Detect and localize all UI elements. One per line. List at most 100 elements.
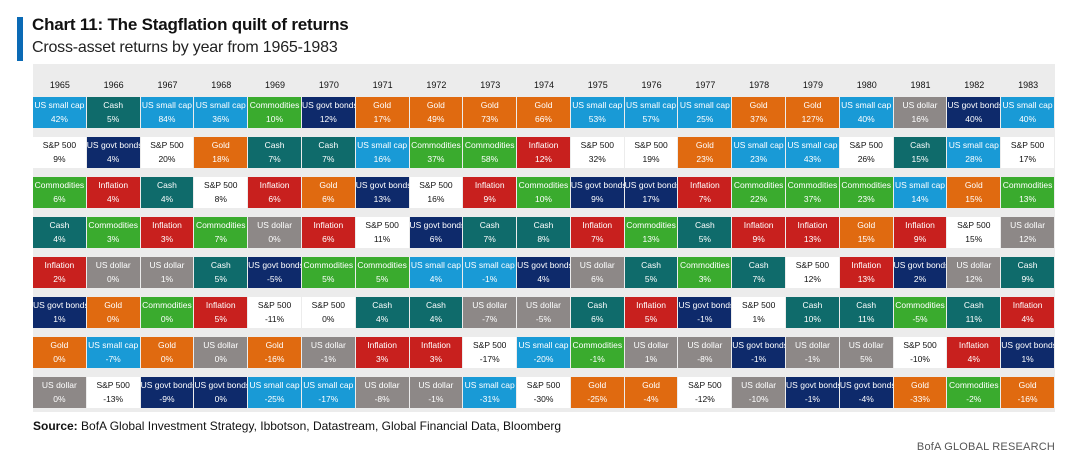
quilt-cell: S&P 500 20%: [140, 136, 194, 168]
quilt-cell: Inflation 12%: [517, 136, 570, 168]
cell-asset-label: Inflation: [797, 220, 828, 230]
cell-return-value: -17%: [479, 354, 500, 364]
cell-return-value: 73%: [481, 114, 499, 124]
cell-return-value: 40%: [857, 114, 875, 124]
quilt-cell: S&P 500 19%: [624, 136, 678, 168]
quilt-cell: US small cap -25%: [248, 376, 301, 408]
cell-asset-label: US dollar: [203, 340, 239, 350]
year-label: 1967: [157, 80, 178, 90]
cell-asset-label: Gold: [157, 340, 176, 350]
cell-asset-label: S&P 500: [526, 380, 561, 390]
quilt-cell: Cash 11%: [839, 296, 893, 328]
cell-asset-label: US small cap: [841, 100, 892, 110]
cell-return-value: 6%: [322, 234, 335, 244]
quilt-cell: Gold 15%: [947, 176, 1001, 208]
quilt-cell: Commodities 10%: [248, 96, 301, 128]
cell-asset-label: Commodities: [733, 180, 784, 190]
cell-asset-label: US govt bonds: [517, 260, 570, 270]
cell-return-value: 12%: [534, 154, 552, 164]
quilt-cell: Cash 4%: [409, 296, 463, 328]
cell-return-value: 4%: [537, 274, 550, 284]
cell-asset-label: US dollar: [149, 260, 185, 270]
quilt-cell: US dollar 12%: [1001, 216, 1054, 248]
quilt-cell: S&P 500 1%: [732, 296, 786, 328]
cell-return-value: 0%: [107, 274, 120, 284]
quilt-cell: Inflation 3%: [355, 336, 409, 368]
cell-asset-label: Commodities: [680, 260, 730, 270]
cell-return-value: 53%: [588, 114, 606, 124]
cell-asset-label: Gold: [104, 300, 123, 310]
cell-asset-label: US small cap: [303, 380, 354, 390]
cell-return-value: 5%: [214, 314, 227, 324]
quilt-cell: Inflation 3%: [140, 216, 194, 248]
year-label: 1982: [964, 80, 985, 90]
cell-asset-label: Gold: [426, 100, 445, 110]
quilt-cell: Commodities -1%: [570, 336, 624, 368]
brand-label: BofA GLOBAL RESEARCH: [916, 441, 1055, 453]
cell-asset-label: US govt bonds: [678, 300, 732, 310]
cell-asset-label: US govt bonds: [248, 260, 301, 270]
cell-asset-label: S&P 500: [903, 340, 937, 350]
cell-asset-label: Cash: [802, 300, 823, 310]
quilt-cell: US dollar -1%: [786, 336, 839, 368]
year-label: 1968: [211, 80, 232, 90]
cell-return-value: 10%: [534, 194, 552, 204]
cell-return-value: -25%: [264, 394, 285, 404]
cell-return-value: 5%: [322, 274, 335, 284]
year-label: 1977: [695, 80, 716, 90]
cell-return-value: 1%: [644, 354, 658, 364]
quilt-cell: S&P 500 17%: [1001, 136, 1054, 168]
quilt-cell: US govt bonds 6%: [409, 216, 463, 248]
cell-asset-label: US govt bonds: [1001, 340, 1054, 350]
cell-return-value: -1%: [804, 354, 820, 364]
cell-return-value: 0%: [160, 354, 174, 364]
cell-return-value: 3%: [375, 354, 389, 364]
cell-asset-label: US dollar: [41, 380, 77, 390]
cell-asset-label: Commodities: [895, 300, 945, 310]
cell-return-value: -1%: [482, 274, 498, 284]
quilt-cell: S&P 500 12%: [786, 256, 839, 288]
cell-asset-label: US small cap: [626, 100, 677, 110]
cell-asset-label: US dollar: [257, 220, 293, 230]
cell-asset-label: US dollar: [310, 340, 346, 350]
cell-return-value: 17%: [1019, 154, 1037, 164]
cell-return-value: 5%: [375, 274, 389, 284]
year-label: 1966: [103, 80, 124, 90]
quilt-cell: US govt bonds -9%: [140, 376, 194, 408]
quilt-cell: Gold 0%: [86, 296, 140, 328]
quilt-cell: US govt bonds -4%: [839, 376, 893, 408]
quilt-cell: US dollar 1%: [140, 256, 194, 288]
cell-asset-label: S&P 500: [257, 300, 292, 310]
cell-return-value: 11%: [965, 314, 982, 324]
cell-asset-label: US dollar: [687, 340, 723, 350]
cell-return-value: 9%: [591, 194, 604, 204]
year-label: 1975: [587, 80, 608, 90]
cell-asset-label: Gold: [50, 340, 69, 350]
cell-return-value: 11%: [373, 234, 391, 244]
year-label: 1980: [856, 80, 877, 90]
cell-return-value: -10%: [748, 394, 769, 404]
cell-return-value: 4%: [429, 314, 443, 324]
cell-asset-label: US small cap: [464, 380, 515, 390]
cell-asset-label: US dollar: [902, 100, 938, 110]
quilt-cell: US dollar -1%: [301, 336, 355, 368]
cell-asset-label: Commodities: [948, 380, 999, 390]
quilt-cell: US dollar 0%: [86, 256, 140, 288]
quilt-cell: Inflation 9%: [732, 216, 786, 248]
cell-asset-label: Cash: [856, 300, 877, 310]
cell-asset-label: Inflation: [636, 300, 666, 310]
quilt-cell: US dollar -5%: [517, 296, 570, 328]
quilt-cell: Gold 37%: [732, 96, 786, 128]
cell-asset-label: US small cap: [733, 140, 784, 150]
cell-return-value: -5%: [535, 314, 552, 324]
quilt-cell: Commodities 0%: [140, 296, 194, 328]
quilt-cell: US small cap 28%: [947, 136, 1001, 168]
cell-asset-label: US dollar: [848, 340, 884, 350]
cell-asset-label: US small cap: [464, 260, 515, 270]
cell-asset-label: Inflation: [98, 180, 129, 190]
quilt-cell: US govt bonds -1%: [678, 296, 732, 328]
quilt-cell: US small cap 40%: [1001, 96, 1054, 128]
cell-asset-label: Cash: [694, 220, 715, 230]
source-text: BofA Global Investment Strategy, Ibbotso…: [81, 419, 562, 433]
cell-asset-label: US small cap: [894, 180, 946, 190]
